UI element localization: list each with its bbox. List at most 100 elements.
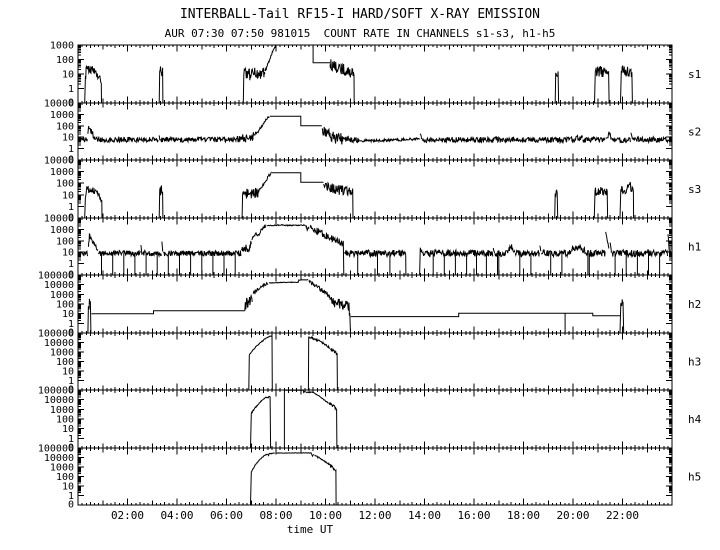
x-tick-label: 08:00 — [259, 509, 292, 522]
y-tick-label-h4: 10 — [62, 424, 74, 435]
y-tick-label-h5: 1000 — [50, 463, 74, 474]
y-tick-label-h1: 1000 — [50, 225, 74, 236]
y-tick-label-h2: 10000 — [44, 280, 74, 291]
x-tick-label: 12:00 — [358, 509, 391, 522]
y-tick-label-s1: 1000 — [50, 41, 74, 52]
y-tick-label-s3: 1 — [68, 202, 74, 213]
y-tick-label-h2: 1000 — [50, 290, 74, 301]
channel-label-s2: s2 — [688, 126, 701, 139]
y-tick-label-s2: 100 — [56, 121, 74, 132]
y-tick-label-h5: 0 — [68, 500, 74, 511]
y-tick-label-h2: 0 — [68, 328, 74, 339]
channel-label-h4: h4 — [688, 413, 702, 426]
y-tick-label-h1: 10000 — [44, 214, 74, 225]
y-tick-label-s3: 10000 — [44, 156, 74, 167]
x-tick-label: 02:00 — [111, 509, 144, 522]
y-tick-label-h5: 100 — [56, 472, 74, 483]
y-tick-label-h3: 1 — [68, 376, 74, 387]
y-tick-label-h1: 1 — [68, 259, 74, 270]
x-tick-label: 06:00 — [210, 509, 243, 522]
trace-h5 — [78, 452, 672, 506]
trace-s2 — [77, 115, 673, 145]
channel-label-s3: s3 — [688, 183, 701, 196]
y-tick-label-h4: 1000 — [50, 405, 74, 416]
trace-s1 — [78, 44, 672, 104]
panel-frame-s1 — [77, 44, 673, 104]
trace-h1 — [77, 223, 673, 276]
trace-s3 — [78, 171, 672, 219]
y-tick-label-s2: 1 — [68, 144, 74, 155]
x-tick-label: 04:00 — [160, 509, 193, 522]
dropout-lines-h1 — [101, 253, 661, 275]
channel-label-h3: h3 — [688, 356, 701, 369]
y-tick-label-h1: 100 — [56, 236, 74, 247]
y-tick-label-s2: 10 — [62, 133, 74, 144]
channel-label-h2: h2 — [688, 298, 701, 311]
panel-frame-h4 — [77, 389, 673, 449]
trace-h3 — [78, 333, 672, 391]
chart-subtitle: AUR 07:30 07:50 981015 COUNT RATE IN CHA… — [164, 27, 556, 40]
panel-ticks-s3 — [78, 159, 672, 218]
panel-frame-h2 — [77, 274, 673, 334]
y-tick-label-h5: 100000 — [38, 444, 74, 455]
y-tick-label-s3: 10 — [62, 190, 74, 201]
x-axis-label: time UT — [286, 523, 334, 536]
y-tick-label-h4: 1 — [68, 434, 74, 445]
y-tick-label-s2: 0 — [68, 155, 74, 166]
y-tick-label-h3: 1000 — [50, 348, 74, 359]
panel-ticks-h3 — [78, 332, 672, 390]
y-tick-label-s2: 1000 — [50, 110, 74, 121]
panel-ticks-h5 — [78, 447, 672, 505]
y-tick-label-h3: 0 — [68, 385, 74, 396]
x-tick-label: 20:00 — [556, 509, 589, 522]
panel-ticks-h4 — [78, 389, 672, 448]
channel-label-s1: s1 — [688, 68, 701, 81]
y-tick-label-h5: 1 — [68, 491, 74, 502]
x-tick-label: 14:00 — [408, 509, 441, 522]
panel-frame-h5 — [77, 447, 673, 506]
y-tick-label-h2: 100000 — [38, 271, 74, 282]
channel-label-h1: h1 — [688, 241, 701, 254]
y-tick-label-h1: 10 — [62, 248, 74, 259]
y-tick-label-s1: 10 — [62, 70, 74, 81]
y-tick-label-h2: 100 — [56, 300, 74, 311]
trace-h2 — [78, 279, 672, 334]
y-tick-label-h4: 0 — [68, 443, 74, 454]
y-tick-label-s3: 1000 — [50, 167, 74, 178]
y-tick-label-h2: 10 — [62, 309, 74, 320]
y-tick-label-h4: 100000 — [38, 386, 74, 397]
panel-ticks-h2 — [78, 274, 672, 333]
x-tick-label: 18:00 — [507, 509, 540, 522]
y-tick-label-h3: 10 — [62, 367, 74, 378]
y-tick-label-s1: 0 — [68, 98, 74, 109]
y-tick-label-h1: 0 — [68, 270, 74, 281]
y-tick-label-h2: 1 — [68, 319, 74, 330]
y-tick-label-h3: 100 — [56, 357, 74, 368]
x-tick-label: 22:00 — [606, 509, 639, 522]
panel-frame-s3 — [77, 159, 673, 219]
y-tick-label-s1: 1 — [68, 84, 74, 95]
y-tick-label-s2: 10000 — [44, 99, 74, 110]
panel-frame-h3 — [77, 332, 673, 391]
y-tick-label-h4: 100 — [56, 415, 74, 426]
y-tick-label-h4: 10000 — [44, 395, 74, 406]
y-tick-label-h3: 10000 — [44, 338, 74, 349]
y-tick-label-h5: 10000 — [44, 453, 74, 464]
y-tick-label-s3: 100 — [56, 179, 74, 190]
y-tick-label-h5: 10 — [62, 482, 74, 493]
x-tick-label: 10:00 — [309, 509, 342, 522]
y-tick-label-s3: 0 — [68, 213, 74, 224]
panel-ticks-s1 — [78, 44, 672, 103]
x-tick-label: 16:00 — [457, 509, 490, 522]
panel-ticks-s2 — [78, 102, 672, 160]
trace-h4 — [78, 389, 672, 449]
y-tick-label-h3: 100000 — [38, 329, 74, 340]
